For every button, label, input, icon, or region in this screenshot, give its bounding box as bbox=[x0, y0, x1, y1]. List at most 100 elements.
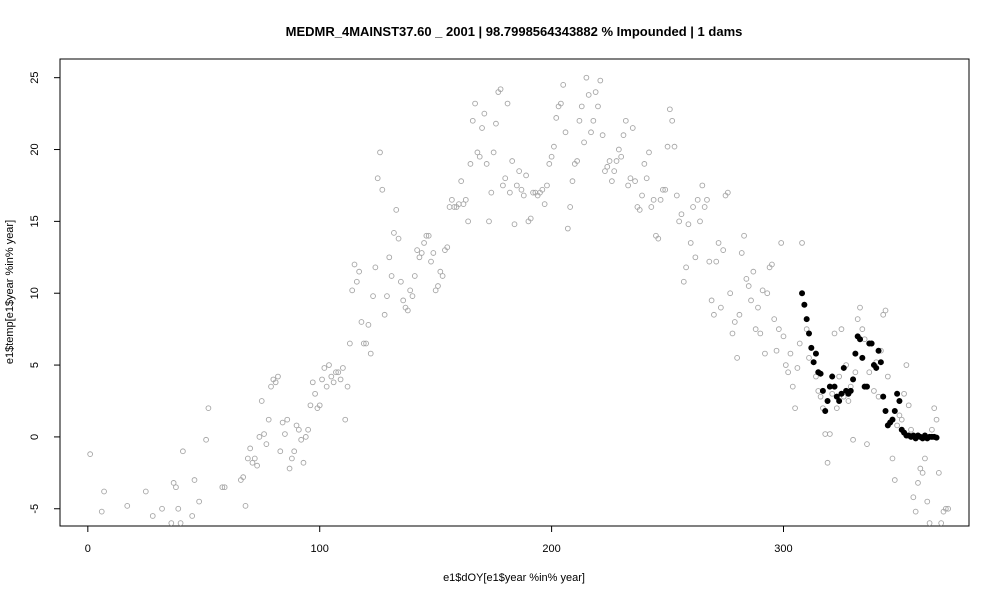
data-point-year bbox=[829, 373, 836, 380]
data-point-all bbox=[699, 182, 706, 189]
data-point-all bbox=[493, 120, 499, 127]
data-point-all bbox=[444, 244, 451, 251]
data-point-all bbox=[342, 416, 349, 423]
data-point-all bbox=[177, 520, 184, 526]
data-point-all bbox=[476, 153, 483, 160]
data-point-all bbox=[935, 469, 942, 476]
data-point-all bbox=[467, 161, 474, 167]
data-point-all bbox=[360, 340, 367, 347]
data-point-all bbox=[618, 153, 625, 160]
data-point-all bbox=[275, 373, 281, 380]
data-point-all bbox=[358, 319, 365, 325]
data-point-all bbox=[929, 426, 935, 433]
data-point-all bbox=[806, 355, 812, 361]
data-point-all bbox=[490, 149, 497, 156]
data-point-all bbox=[261, 431, 267, 437]
data-point-year bbox=[806, 330, 813, 337]
data-point-year bbox=[859, 354, 866, 361]
data-point-all bbox=[611, 168, 618, 174]
data-point-year bbox=[810, 359, 817, 366]
data-point-all bbox=[421, 240, 427, 246]
data-point-all bbox=[546, 161, 553, 167]
data-point-all bbox=[504, 100, 511, 107]
data-point-all bbox=[938, 520, 945, 526]
data-point-all bbox=[530, 189, 536, 196]
data-point-all bbox=[720, 247, 727, 253]
data-point-all bbox=[931, 405, 938, 412]
data-point-all bbox=[845, 398, 852, 404]
data-point-all bbox=[458, 178, 465, 184]
data-point-all bbox=[469, 117, 476, 124]
data-point-all bbox=[351, 261, 358, 268]
data-point-all bbox=[581, 139, 587, 146]
data-point-all bbox=[639, 192, 645, 199]
data-point-all bbox=[773, 347, 780, 354]
data-point-all bbox=[924, 498, 931, 505]
data-point-year bbox=[812, 350, 819, 357]
data-point-all bbox=[564, 225, 571, 232]
data-point-all bbox=[827, 431, 833, 437]
data-point-all bbox=[912, 508, 919, 515]
data-point-all bbox=[643, 175, 650, 182]
data-point-year bbox=[824, 397, 831, 404]
data-point-all bbox=[583, 74, 590, 81]
x-axis: 0 100 200 300 bbox=[85, 526, 793, 555]
chart-title: MEDMR_4MAINST37.60 _ 2001 | 98.799856434… bbox=[286, 24, 743, 39]
data-point-all bbox=[673, 192, 680, 199]
x-tick-label: 300 bbox=[774, 543, 792, 555]
data-point-all bbox=[942, 505, 949, 512]
data-point-all bbox=[349, 287, 356, 294]
data-point-year bbox=[875, 347, 882, 354]
data-point-all bbox=[295, 426, 302, 433]
data-point-all bbox=[692, 254, 699, 261]
data-point-all bbox=[323, 383, 330, 390]
data-point-year bbox=[819, 387, 826, 394]
data-point-all bbox=[864, 441, 870, 447]
data-point-all bbox=[671, 143, 678, 150]
data-point-all bbox=[124, 503, 131, 509]
data-point-all bbox=[713, 258, 720, 265]
data-point-all bbox=[922, 455, 928, 462]
data-point-all bbox=[363, 340, 369, 347]
data-point-all bbox=[407, 287, 414, 294]
data-point-all bbox=[590, 117, 597, 124]
data-point-all bbox=[423, 232, 430, 239]
data-point-all bbox=[690, 204, 696, 210]
data-point-all bbox=[142, 488, 149, 495]
data-point-all bbox=[882, 307, 889, 314]
data-point-all bbox=[597, 77, 604, 84]
data-point-all bbox=[300, 459, 307, 466]
data-point-all bbox=[755, 304, 761, 311]
data-point-all bbox=[588, 129, 594, 136]
data-point-all bbox=[574, 158, 580, 164]
data-point-all bbox=[884, 373, 891, 380]
data-point-all bbox=[219, 484, 226, 491]
data-point-all bbox=[901, 390, 907, 397]
data-point-year bbox=[847, 387, 854, 394]
data-point-all bbox=[567, 204, 574, 210]
data-point-all bbox=[799, 240, 805, 246]
x-tick-label: 100 bbox=[311, 543, 329, 555]
data-point-all bbox=[917, 465, 924, 472]
data-point-all bbox=[551, 143, 557, 150]
data-point-year bbox=[894, 390, 901, 397]
data-point-all bbox=[727, 290, 734, 297]
data-point-all bbox=[683, 264, 689, 271]
y-tick-label: 0 bbox=[29, 434, 41, 440]
data-point-all bbox=[785, 369, 791, 376]
data-point-all bbox=[859, 326, 866, 332]
data-point-all bbox=[370, 293, 376, 299]
data-point-all bbox=[249, 459, 256, 466]
data-point-all bbox=[168, 520, 175, 526]
y-tick-label: 20 bbox=[29, 143, 41, 155]
data-point-all bbox=[945, 505, 951, 512]
data-point-all bbox=[284, 416, 291, 423]
data-point-all bbox=[880, 311, 887, 318]
data-point-year bbox=[817, 370, 824, 377]
data-point-all bbox=[251, 455, 258, 462]
data-point-all bbox=[926, 520, 933, 526]
data-point-all bbox=[775, 326, 782, 332]
data-point-all bbox=[592, 89, 599, 95]
data-point-all bbox=[365, 321, 372, 328]
data-point-all bbox=[613, 158, 620, 164]
